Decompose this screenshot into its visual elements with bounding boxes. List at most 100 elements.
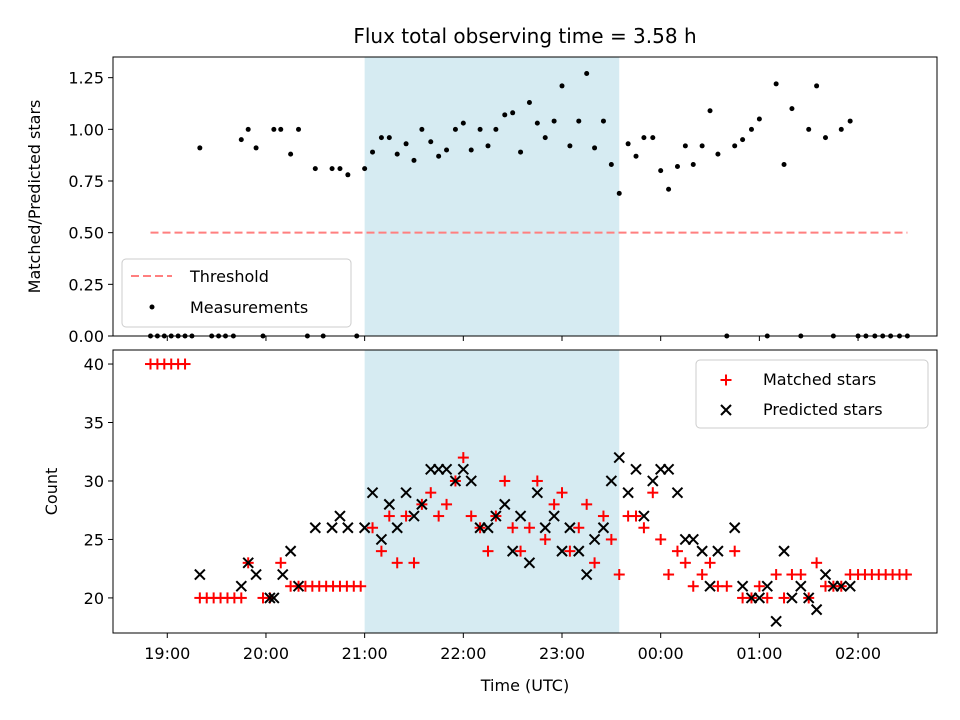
chart-title: Flux total observing time = 3.58 h [353,24,696,48]
matched-star-point [235,592,247,604]
bottom-y-tick-label: 40 [84,355,104,374]
measurement-point [345,172,351,178]
legend-predicted-swatch [720,404,732,416]
matched-star-point [531,475,543,487]
matched-star-point [687,580,699,592]
measurement-point [551,118,557,124]
matched-star-point [400,510,412,522]
matched-star-point [663,569,675,581]
matched-star-point [367,522,379,534]
matched-star-point [679,557,691,569]
measurement-point [658,168,664,174]
matched-star-point [811,557,823,569]
predicted-star-point [490,510,502,522]
predicted-star-point [383,498,396,511]
matched-star-point [613,569,625,581]
predicted-star-point [514,510,527,522]
predicted-star-point [638,510,650,522]
measurement-point [253,145,259,151]
measurement-point [278,126,284,132]
top-shaded-region [364,57,620,336]
measurement-point [329,166,335,172]
predicted-star-point [662,463,675,475]
matched-star-point [408,557,420,569]
matched-star-point [597,510,609,522]
matched-star-point [589,557,601,569]
measurement-point [238,137,244,143]
predicted-star-point [556,545,568,557]
measurement-point [542,135,548,141]
predicted-star-point [803,592,815,604]
predicted-star-point [391,522,403,534]
matched-star-point [770,569,782,581]
predicted-star-point [242,557,254,569]
matched-star-point [425,487,437,499]
matched-star-point [457,452,469,464]
measurement-point [576,118,582,124]
predicted-star-point [819,568,832,581]
matched-star-point [465,510,477,522]
bottom-y-tick-label: 30 [84,472,104,491]
bottom-series-layer [144,358,912,628]
matched-star-point [391,557,403,569]
predicted-star-point [605,475,618,487]
predicted-star-point [539,522,551,534]
matched-star-point [383,510,395,522]
matched-star-point [564,545,576,557]
predicted-star-point [588,533,601,546]
legend-threshold-label: Threshold [189,267,269,286]
predicted-star-point [531,486,544,499]
predicted-star-point [449,475,462,487]
measurement-point [526,99,532,105]
measurement-point [452,126,458,132]
matched-star-point [581,498,593,510]
measurement-point [245,126,251,132]
predicted-star-point [342,522,354,534]
measurement-point [296,126,302,132]
measurement-point [641,135,647,141]
measurement-point [707,108,713,114]
predicted-star-point [671,486,684,499]
predicted-star-point [408,510,420,522]
bottom-plot-frame [112,349,938,634]
predicted-star-point [400,486,412,499]
top-y-tick-label: 0.50 [68,224,104,243]
matched-star-point [638,522,650,534]
measurement-point [477,126,483,132]
matched-star-point [671,545,683,557]
top-y-tick-label: 1.00 [68,120,104,139]
x-tick-label: 20:00 [243,644,289,663]
measurement-point [740,137,746,143]
matched-star-point [556,487,568,499]
predicted-star-point [482,522,494,534]
predicted-star-point [194,568,206,581]
predicted-star-point [264,592,276,604]
x-tick-label: 22:00 [440,644,486,663]
predicted-star-point [728,522,741,534]
predicted-star-point [712,545,724,557]
predicted-star-point [506,545,519,557]
predicted-star-point [795,580,807,592]
measurement-point [584,71,590,77]
measurement-point [789,106,795,112]
predicted-star-point [416,498,428,511]
measurement-point [699,143,705,149]
bottom-x-axis-label: Time (UTC) [480,676,569,695]
measurement-point [690,161,696,167]
bottom-y-tick-label: 25 [84,530,104,549]
predicted-star-point [647,475,659,487]
predicted-star-point [309,522,322,534]
measurement-point [756,116,762,122]
matched-star-point [900,569,912,581]
measurement-point [386,135,392,141]
measurement-point [403,141,409,147]
predicted-star-point [844,580,856,592]
predicted-star-point [235,580,247,592]
measurement-point [518,149,524,155]
measurement-point [493,126,499,132]
measurement-point [411,157,417,163]
x-tick-label: 19:00 [144,644,190,663]
predicted-star-point [810,603,823,616]
bottom-y-axis-label: Count [42,468,61,516]
